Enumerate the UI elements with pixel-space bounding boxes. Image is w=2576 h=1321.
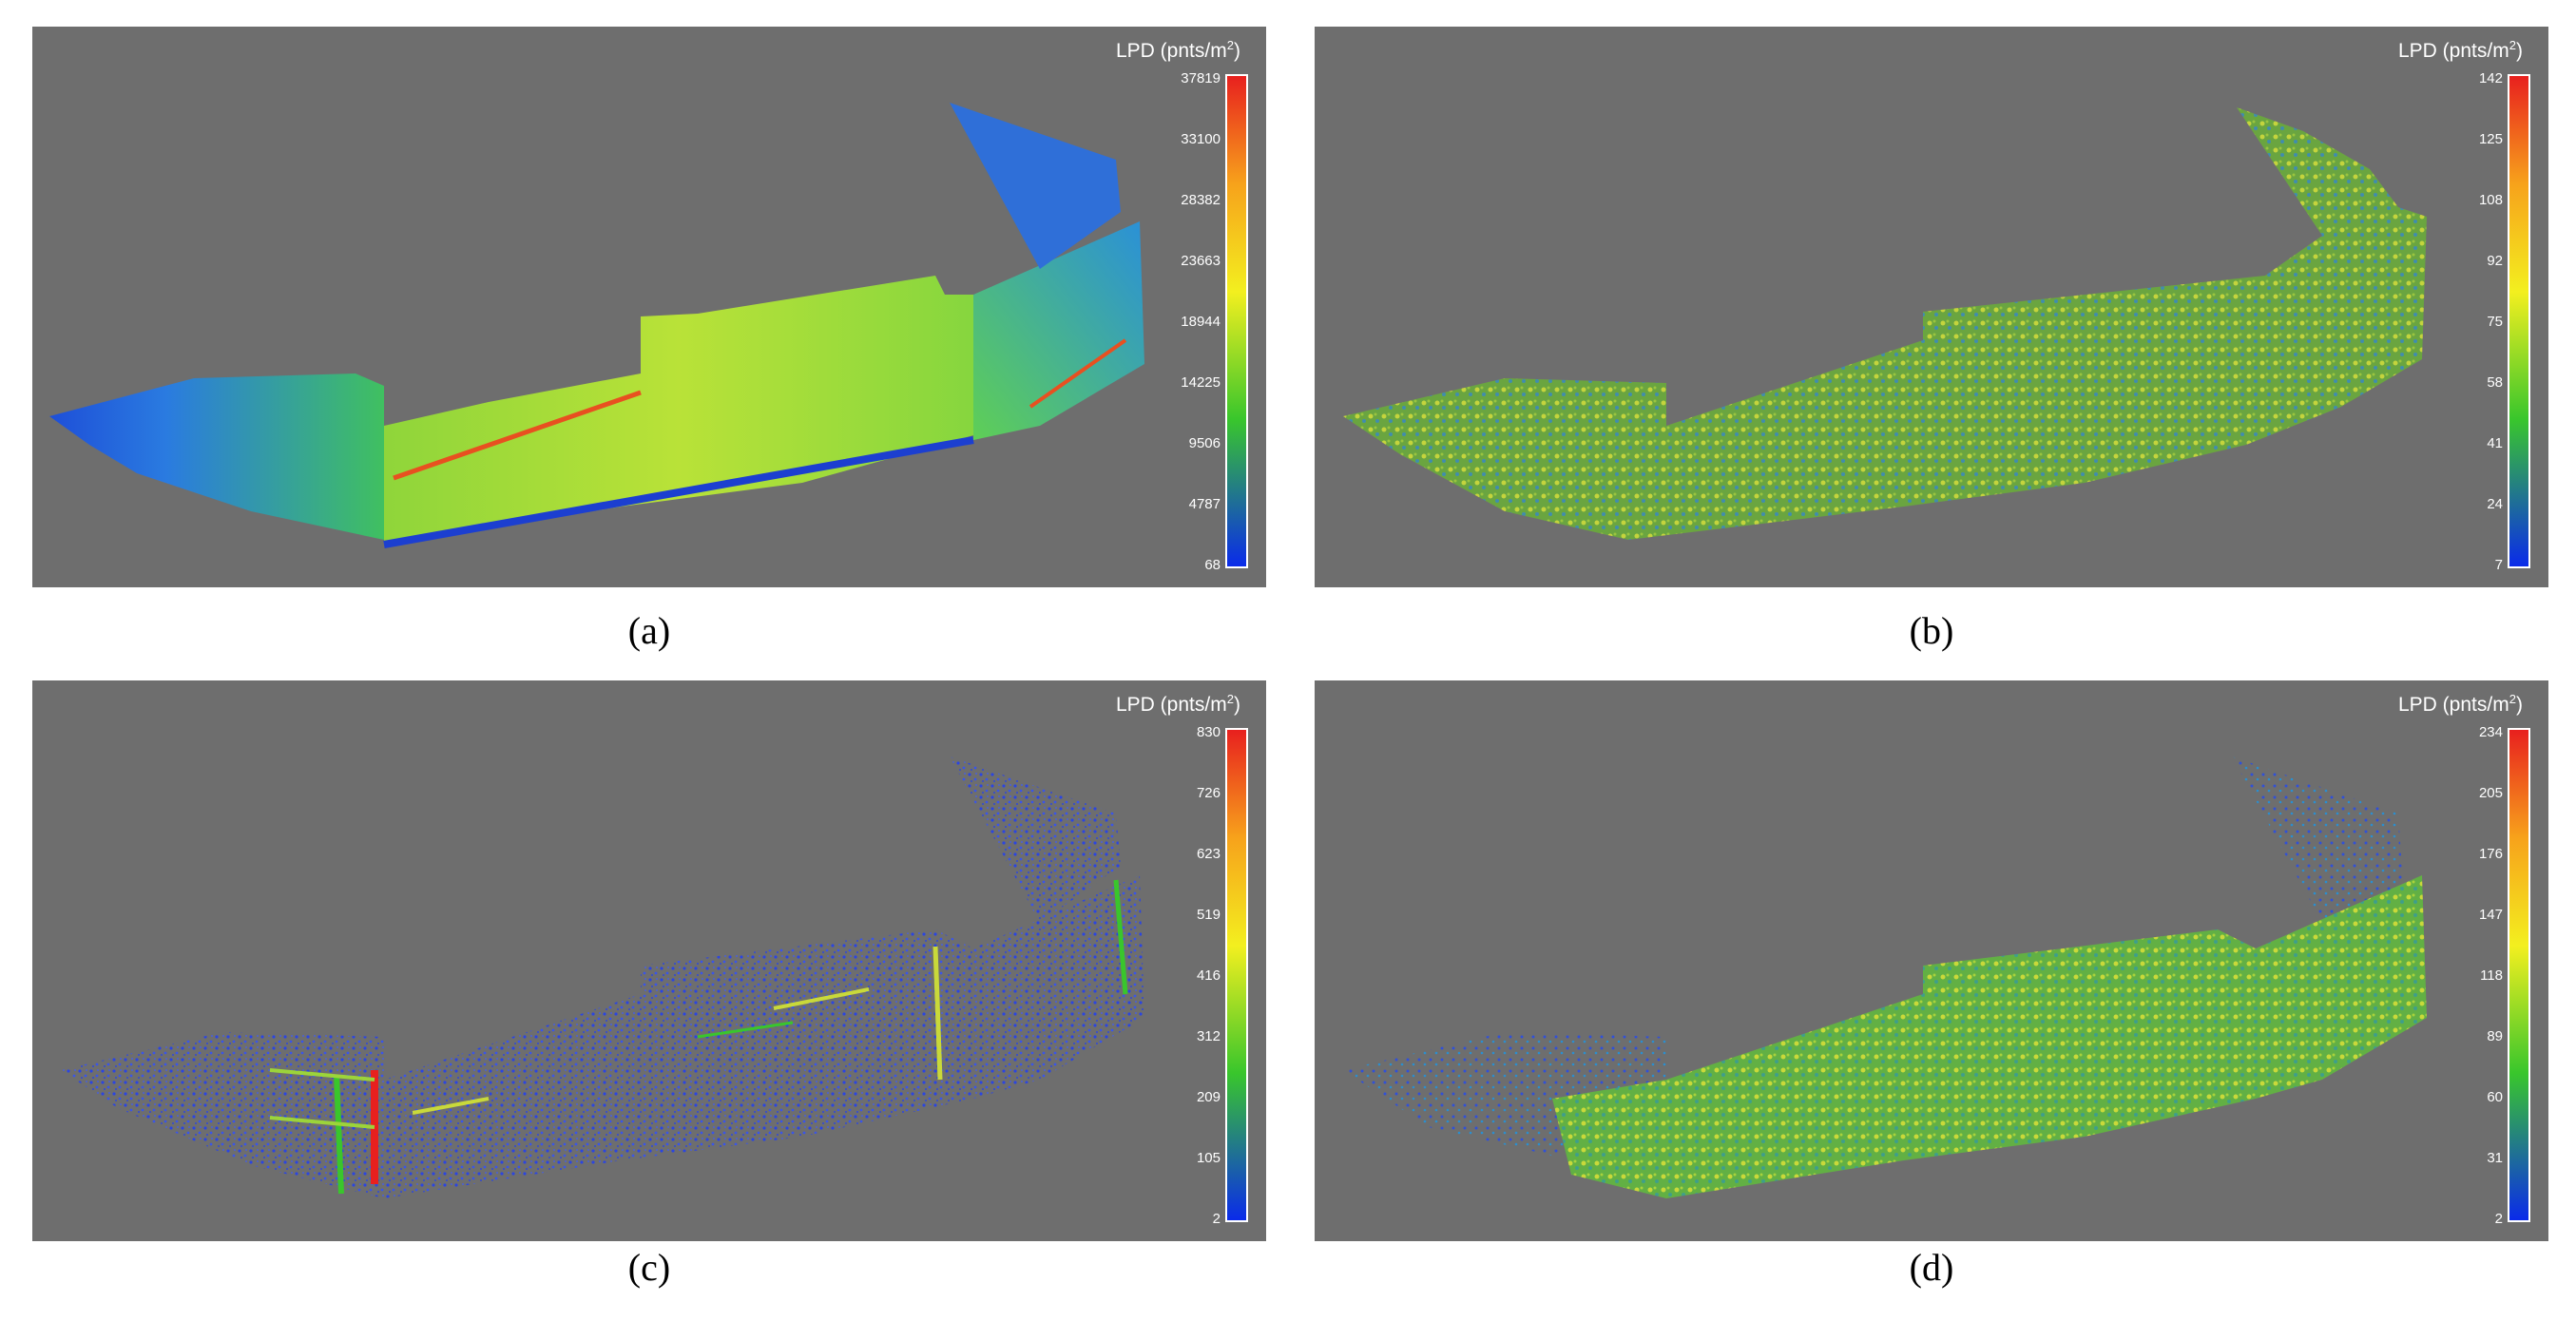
colorbar-tick: 14225 [1181, 374, 1221, 391]
colorbar-title: LPD (pnts/m2) [1116, 38, 1240, 62]
colorbar-tick: 33100 [1181, 131, 1221, 147]
colorbar [2508, 728, 2530, 1222]
caption-a: (a) [627, 609, 671, 652]
colorbar [1225, 728, 1248, 1222]
colorbar-tick: 205 [2478, 785, 2503, 801]
colorbar-tick: 519 [1196, 907, 1221, 923]
colorbar-tick: 7 [2494, 557, 2503, 573]
colorbar-tick: 105 [1196, 1150, 1221, 1166]
colorbar-tick: 2 [2494, 1211, 2503, 1227]
colorbar-tick: 312 [1196, 1028, 1221, 1044]
panel-b: LPD (pnts/m2) 142 125 108 92 75 58 41 24… [1315, 27, 2548, 587]
panel-c: LPD (pnts/m2) 830 726 623 519 416 312 20… [32, 680, 1266, 1241]
point-cloud-a [49, 103, 1144, 548]
colorbar-tick: 830 [1196, 724, 1221, 740]
point-cloud-d [1343, 756, 2427, 1198]
colorbar-tick: 416 [1196, 967, 1221, 984]
panel-a: LPD (pnts/m2) 37819 33100 28382 23663 18… [32, 27, 1266, 587]
colorbar-tick: 234 [2478, 724, 2503, 740]
colorbar [1225, 74, 1248, 568]
colorbar-tick: 125 [2478, 131, 2503, 147]
colorbar-tick: 142 [2478, 70, 2503, 86]
colorbar-tick: 209 [1196, 1089, 1221, 1105]
colorbar-title: LPD (pnts/m2) [2398, 692, 2523, 716]
caption-b: (b) [1909, 609, 1954, 652]
cloud-body [61, 875, 1144, 1198]
colorbar-tick: 2 [1212, 1211, 1221, 1227]
segment-left [49, 373, 384, 540]
colorbar-tick: 118 [2480, 967, 2503, 984]
caption-d: (d) [1909, 1246, 1954, 1289]
colorbar-tick: 41 [2487, 435, 2503, 451]
panel-d: LPD (pnts/m2) 234 205 176 147 118 89 60 … [1315, 680, 2548, 1241]
colorbar-tick: 60 [2487, 1089, 2503, 1105]
segment-top-wing [950, 103, 1121, 269]
colorbar-tick: 176 [2478, 846, 2503, 862]
colorbar-tick: 108 [2478, 192, 2503, 208]
colorbar-tick: 28382 [1181, 192, 1221, 208]
colorbar-tick: 31 [2487, 1150, 2503, 1166]
colorbar-tick: 24 [2487, 496, 2503, 512]
colorbar-tick: 68 [1204, 557, 1221, 573]
cloud-body [1343, 107, 2427, 540]
colorbar-tick: 9506 [1188, 435, 1221, 451]
colorbar-tick: 37819 [1181, 70, 1221, 86]
colorbar-title: LPD (pnts/m2) [2398, 38, 2523, 62]
colorbar [2508, 74, 2530, 568]
segment-right [973, 221, 1144, 440]
colorbar-tick: 92 [2487, 253, 2503, 269]
segment-middle [384, 276, 973, 545]
colorbar-tick: 75 [2487, 314, 2503, 330]
colorbar-title: LPD (pnts/m2) [1116, 692, 1240, 716]
colorbar-tick: 23663 [1181, 253, 1221, 269]
point-cloud-c [61, 756, 1144, 1198]
colorbar-tick: 89 [2487, 1028, 2503, 1044]
colorbar-tick: 4787 [1188, 496, 1221, 512]
colorbar-tick: 726 [1196, 785, 1221, 801]
colorbar-tick: 623 [1196, 846, 1221, 862]
caption-c: (c) [627, 1246, 671, 1289]
colorbar-tick: 58 [2487, 374, 2503, 391]
colorbar-tick: 147 [2478, 907, 2503, 923]
point-cloud-b [1343, 107, 2427, 540]
colorbar-tick: 18944 [1181, 314, 1221, 330]
cloud-body [1552, 875, 2427, 1198]
